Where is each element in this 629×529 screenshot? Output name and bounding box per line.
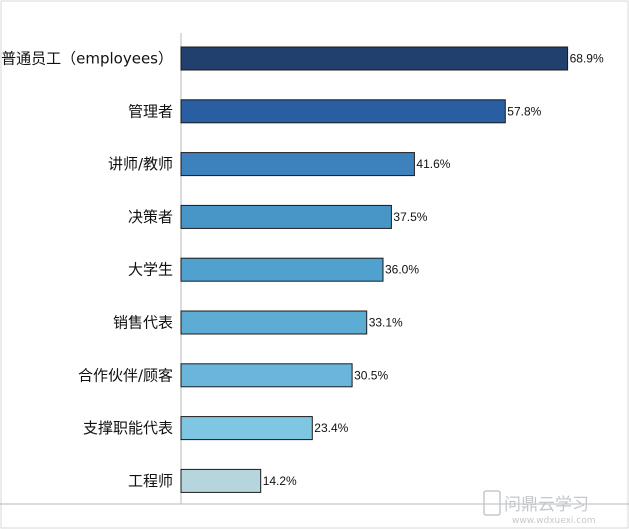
bar-5 (180, 310, 368, 335)
value-label-0: 68.9% (570, 52, 604, 66)
category-label-6: 合作伙伴/顾客 (78, 366, 173, 384)
category-label-5: 销售代表 (113, 314, 173, 332)
value-label-5: 33.1% (369, 316, 403, 330)
bar-7 (180, 416, 313, 441)
category-label-3: 决策者 (128, 208, 173, 226)
bars-group: 普通员工（employees） 68.9% 管理者 57.8% 讲师/教师 41.6% 决策… (1, 46, 604, 493)
watermark-url: www.wdxuexi.com (512, 516, 596, 526)
bar-8 (180, 468, 262, 493)
bar-0 (180, 46, 569, 71)
value-label-8: 14.2% (263, 474, 297, 488)
value-label-4: 36.0% (385, 263, 419, 277)
watermark-logo-icon (483, 490, 501, 516)
watermark: 问鼎云学习 www.wdxuexi.com (483, 490, 596, 526)
category-label-2: 讲师/教师 (108, 155, 173, 173)
bar-1 (180, 99, 506, 124)
value-label-2: 41.6% (416, 157, 450, 171)
watermark-text: 问鼎云学习 (504, 495, 589, 515)
value-label-3: 37.5% (393, 210, 427, 224)
bar-6 (180, 363, 353, 388)
category-label-8: 工程师 (128, 472, 173, 490)
value-label-7: 23.4% (314, 421, 348, 435)
value-label-6: 30.5% (354, 368, 388, 382)
category-label-1: 管理者 (128, 102, 173, 120)
bar-4 (180, 257, 384, 282)
category-label-4: 大学生 (128, 261, 173, 279)
category-label-0: 普通员工（employees） (1, 50, 173, 68)
bar-2 (180, 152, 415, 177)
bar-3 (180, 204, 392, 229)
value-label-1: 57.8% (507, 104, 541, 118)
category-label-7: 支撑职能代表 (83, 419, 173, 437)
